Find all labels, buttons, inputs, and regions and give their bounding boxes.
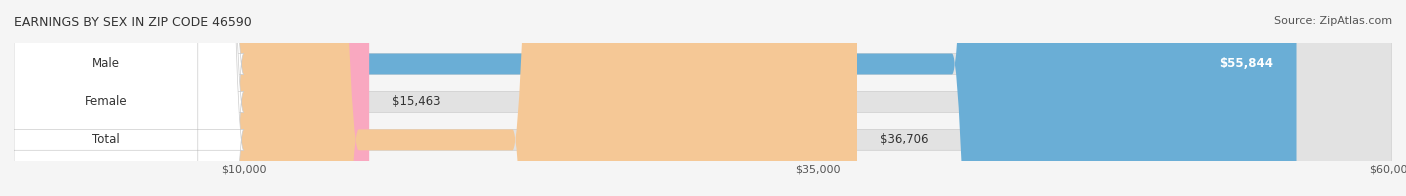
FancyBboxPatch shape bbox=[0, 0, 243, 196]
FancyBboxPatch shape bbox=[0, 0, 243, 196]
Text: Total: Total bbox=[91, 133, 120, 146]
Text: $15,463: $15,463 bbox=[392, 95, 440, 108]
Text: Male: Male bbox=[91, 57, 120, 71]
FancyBboxPatch shape bbox=[14, 0, 1392, 196]
FancyBboxPatch shape bbox=[14, 0, 858, 196]
FancyBboxPatch shape bbox=[14, 0, 1392, 196]
Text: Female: Female bbox=[84, 95, 127, 108]
FancyBboxPatch shape bbox=[14, 0, 1392, 196]
Text: $36,706: $36,706 bbox=[880, 133, 928, 146]
FancyBboxPatch shape bbox=[0, 0, 243, 196]
FancyBboxPatch shape bbox=[14, 0, 370, 196]
Text: EARNINGS BY SEX IN ZIP CODE 46590: EARNINGS BY SEX IN ZIP CODE 46590 bbox=[14, 16, 252, 29]
Text: Source: ZipAtlas.com: Source: ZipAtlas.com bbox=[1274, 16, 1392, 26]
Text: $55,844: $55,844 bbox=[1219, 57, 1274, 71]
FancyBboxPatch shape bbox=[14, 0, 1296, 196]
